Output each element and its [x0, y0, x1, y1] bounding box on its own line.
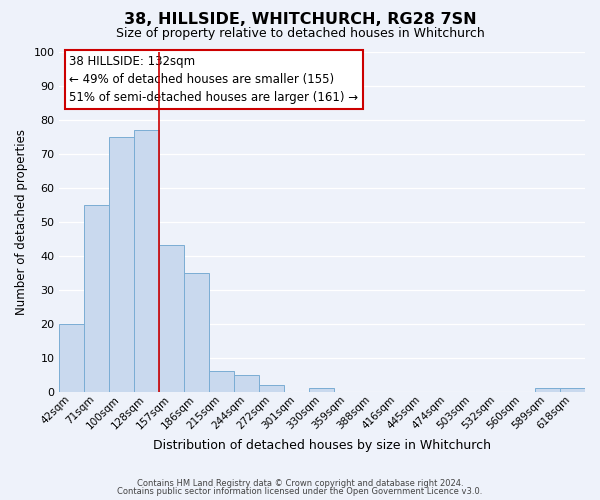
Bar [84, 204, 109, 392]
Bar [560, 388, 585, 392]
Bar [209, 371, 234, 392]
Text: Size of property relative to detached houses in Whitchurch: Size of property relative to detached ho… [116, 28, 484, 40]
Bar [259, 384, 284, 392]
Bar [159, 246, 184, 392]
Text: 38, HILLSIDE, WHITCHURCH, RG28 7SN: 38, HILLSIDE, WHITCHURCH, RG28 7SN [124, 12, 476, 28]
Text: Contains HM Land Registry data © Crown copyright and database right 2024.: Contains HM Land Registry data © Crown c… [137, 478, 463, 488]
Bar [535, 388, 560, 392]
Text: Contains public sector information licensed under the Open Government Licence v3: Contains public sector information licen… [118, 487, 482, 496]
Bar [59, 324, 84, 392]
X-axis label: Distribution of detached houses by size in Whitchurch: Distribution of detached houses by size … [153, 440, 491, 452]
Bar [234, 374, 259, 392]
Bar [109, 136, 134, 392]
Bar [310, 388, 334, 392]
Text: 38 HILLSIDE: 132sqm
← 49% of detached houses are smaller (155)
51% of semi-detac: 38 HILLSIDE: 132sqm ← 49% of detached ho… [69, 55, 358, 104]
Bar [134, 130, 159, 392]
Bar [184, 272, 209, 392]
Y-axis label: Number of detached properties: Number of detached properties [15, 128, 28, 314]
